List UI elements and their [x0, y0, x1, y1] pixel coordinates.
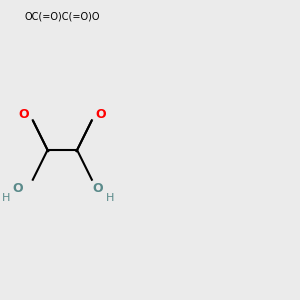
- Text: O: O: [92, 182, 103, 195]
- Text: H: H: [105, 193, 114, 202]
- Text: OC(=O)C(=O)O: OC(=O)C(=O)O: [25, 11, 100, 21]
- Text: O: O: [19, 108, 29, 121]
- Text: O: O: [95, 108, 106, 121]
- Text: H: H: [2, 193, 10, 202]
- Text: O: O: [13, 182, 23, 195]
